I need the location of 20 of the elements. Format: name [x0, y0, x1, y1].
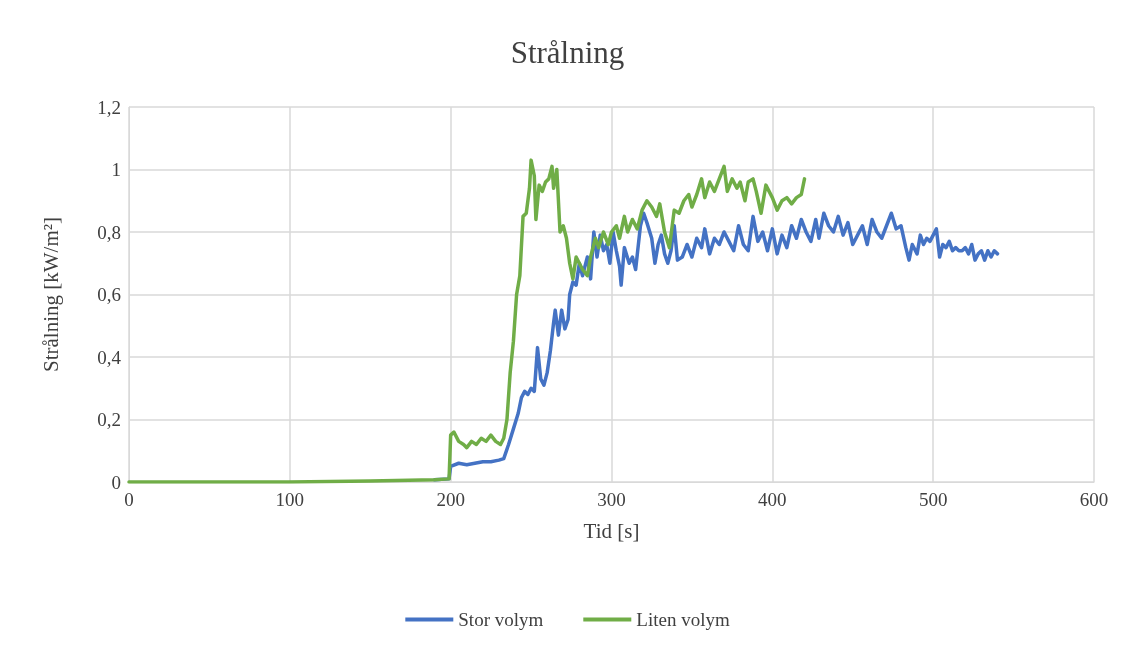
- y-axis-title: Strålning [kW/m²]: [38, 216, 63, 373]
- x-axis-title: Tid [s]: [583, 518, 640, 543]
- y-tick-label: 1,2: [97, 96, 121, 118]
- x-tick-label: 600: [1079, 489, 1109, 510]
- x-tick-label: 500: [918, 489, 948, 510]
- y-tick-label: 0,6: [97, 284, 121, 305]
- y-tick-label: 0,8: [97, 221, 121, 243]
- y-tick-label: 0,2: [97, 409, 121, 430]
- y-tick-label: 1: [111, 159, 121, 180]
- x-tick-label: 100: [275, 489, 305, 510]
- x-tick-label: 200: [436, 489, 465, 510]
- x-tick-label: 300: [597, 489, 626, 510]
- y-tick-label: 0: [111, 471, 121, 493]
- line-series: [127, 158, 807, 484]
- x-tick-label: 400: [758, 489, 787, 510]
- x-tick-label: 0: [124, 489, 134, 510]
- legend-label: Stor volym: [458, 609, 544, 630]
- legend-label: Liten volym: [636, 609, 730, 630]
- y-tick-label: 0,4: [97, 346, 122, 368]
- chart-title: Strålning: [510, 35, 625, 70]
